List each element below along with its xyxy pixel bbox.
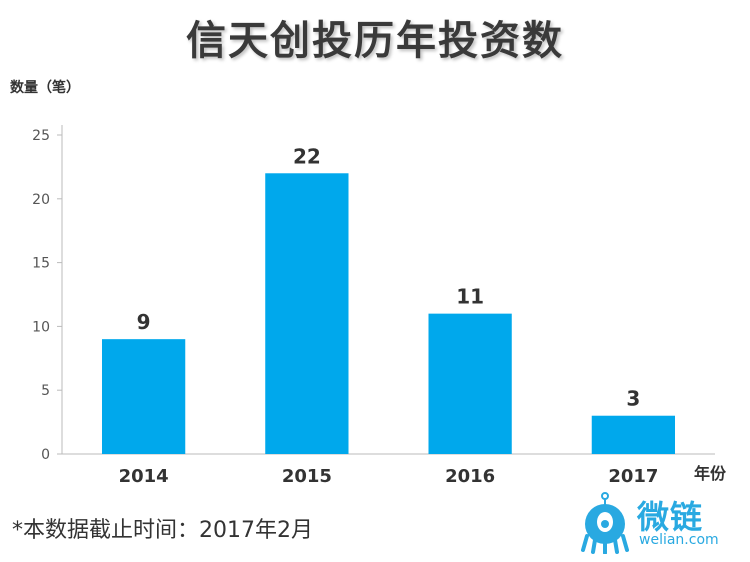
- data-label: 11: [456, 285, 484, 309]
- y-axis-label: 数量（笔）: [10, 79, 80, 96]
- bars-group: 9 2014 22 2015 11 2016 3 2017: [101, 144, 676, 487]
- data-label: 9: [137, 310, 151, 334]
- y-tick-label: 15: [32, 256, 50, 272]
- chart-title: 信天创投历年投资数: [186, 18, 564, 64]
- data-label: 3: [626, 387, 640, 411]
- bar-2016: [428, 313, 512, 454]
- y-tick-label: 20: [32, 192, 50, 208]
- logo-name: 微链: [637, 498, 704, 536]
- data-label: 22: [293, 144, 321, 168]
- y-tick-label: 5: [41, 383, 50, 399]
- bar-2015: [265, 173, 349, 454]
- footnote: *本数据截止时间：2017年2月: [12, 518, 313, 543]
- x-tick-label: 2016: [445, 466, 495, 487]
- logo-url: welian.com: [639, 532, 719, 548]
- x-tick-label: 2017: [608, 466, 658, 487]
- welian-mascot-icon: [581, 492, 629, 554]
- x-axis-label: 年份: [694, 464, 727, 483]
- welian-logo: 微链 welian.com: [575, 492, 745, 554]
- x-tick-label: 2014: [119, 466, 169, 487]
- bar-2017: [591, 415, 676, 454]
- x-tick-label: 2015: [282, 466, 332, 487]
- bar-chart: 数量（笔） 年份 0 5 10 15 20 25 9 2014 22 2015 11 2016 3 20…: [10, 79, 727, 487]
- y-tick-label: 25: [32, 128, 50, 144]
- y-tick-label: 0: [41, 447, 50, 463]
- y-tick-label: 10: [32, 319, 50, 335]
- bar-2014: [101, 339, 186, 454]
